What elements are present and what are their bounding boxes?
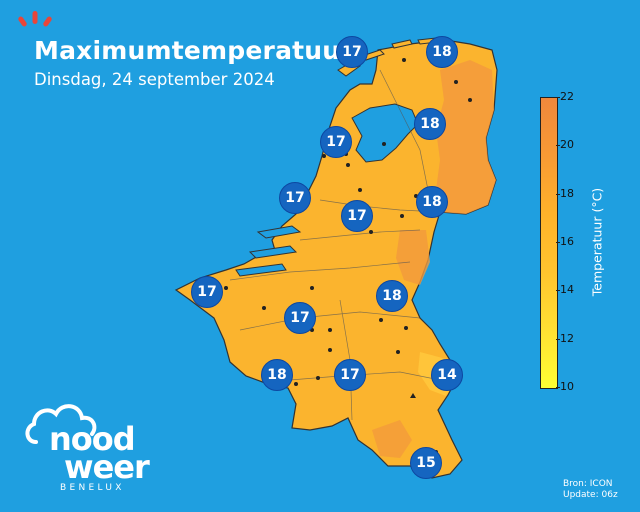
page-title: Maximumtemperatuur bbox=[34, 36, 353, 65]
tick-label: 14 bbox=[560, 283, 574, 296]
cloud-logo-icon bbox=[25, 404, 97, 444]
tick-mark bbox=[556, 97, 560, 98]
update-text: Update: 06z bbox=[563, 490, 618, 500]
province-borders bbox=[229, 69, 441, 421]
colorbar-label: Temperatuur (°C) bbox=[589, 187, 605, 297]
tick-label: 20 bbox=[560, 138, 574, 151]
temp-badge-groningen: 18 bbox=[426, 36, 458, 68]
ijsselmeer bbox=[351, 103, 419, 163]
temp-badge-rotterdam: 17 bbox=[279, 182, 311, 214]
temp-badge-arnhem: 18 bbox=[416, 186, 448, 218]
warm-region bbox=[436, 60, 496, 214]
tick-mark bbox=[556, 387, 560, 388]
temp-badge-mons: 18 bbox=[261, 359, 293, 391]
tick-mark bbox=[556, 242, 560, 243]
page-subtitle: Dinsdag, 24 september 2024 bbox=[34, 70, 275, 89]
temp-badge-oostende: 17 bbox=[191, 276, 223, 308]
tick-label: 12 bbox=[560, 332, 574, 345]
temp-badge-luxemburg: 15 bbox=[410, 447, 442, 479]
source-text: Bron: ICON bbox=[563, 479, 613, 489]
tick-mark bbox=[556, 145, 560, 146]
tick-mark bbox=[556, 339, 560, 340]
warm-region-limburg bbox=[396, 230, 430, 285]
temp-badge-den-helder: 17 bbox=[336, 36, 368, 68]
colorbar bbox=[540, 97, 558, 389]
temp-badge-eindhoven: 18 bbox=[376, 280, 408, 312]
temp-badge-amsterdam: 17 bbox=[320, 126, 352, 158]
temp-badge-brussel: 17 bbox=[284, 302, 316, 334]
source-note: Bron: ICON Update: 06z bbox=[563, 479, 618, 501]
zeeland-water bbox=[235, 225, 302, 277]
temp-badge-ardennen: 14 bbox=[431, 359, 463, 391]
tick-label: 18 bbox=[560, 187, 574, 200]
tick-label: 10 bbox=[560, 380, 574, 393]
tick-mark bbox=[556, 194, 560, 195]
temp-badge-breda: 17 bbox=[341, 200, 373, 232]
tick-mark bbox=[556, 290, 560, 291]
logo-rays-icon bbox=[18, 11, 52, 27]
tick-label: 22 bbox=[560, 90, 574, 103]
warm-region-south bbox=[372, 420, 412, 458]
brand-word-nood: nood bbox=[49, 420, 136, 458]
temp-badge-zwolle: 18 bbox=[414, 108, 446, 140]
brand-word-weer: weer bbox=[64, 448, 150, 486]
temp-badge-namen: 17 bbox=[334, 359, 366, 391]
brand-word-benelux: BENELUX bbox=[60, 483, 125, 493]
tick-label: 16 bbox=[560, 235, 574, 248]
